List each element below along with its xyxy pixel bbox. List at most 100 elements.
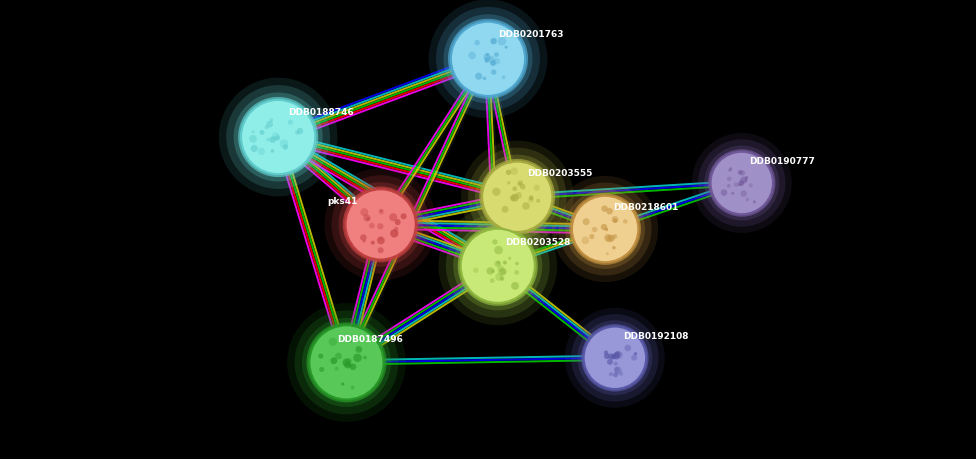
Circle shape <box>379 209 383 213</box>
Circle shape <box>746 198 750 202</box>
Circle shape <box>343 358 350 366</box>
Circle shape <box>500 269 507 275</box>
Circle shape <box>346 358 352 364</box>
Circle shape <box>379 238 383 241</box>
Circle shape <box>529 196 534 201</box>
Circle shape <box>349 364 356 370</box>
Circle shape <box>614 367 620 372</box>
Circle shape <box>266 139 270 142</box>
Circle shape <box>528 173 532 178</box>
Circle shape <box>510 168 518 176</box>
Circle shape <box>324 169 437 281</box>
Circle shape <box>378 248 384 254</box>
Circle shape <box>752 201 755 204</box>
Circle shape <box>270 150 274 153</box>
Circle shape <box>319 367 324 372</box>
Circle shape <box>360 209 368 217</box>
Circle shape <box>297 129 304 135</box>
Circle shape <box>335 353 342 360</box>
Circle shape <box>249 136 257 143</box>
Circle shape <box>746 177 749 179</box>
Circle shape <box>572 196 638 263</box>
Circle shape <box>448 20 528 100</box>
Circle shape <box>269 137 276 144</box>
Text: DDB0190777: DDB0190777 <box>750 156 815 165</box>
Circle shape <box>468 148 566 246</box>
Circle shape <box>389 213 397 222</box>
Circle shape <box>498 266 504 272</box>
Circle shape <box>741 191 747 197</box>
Circle shape <box>517 182 522 187</box>
Circle shape <box>698 140 786 227</box>
Circle shape <box>458 226 538 306</box>
Circle shape <box>610 354 616 360</box>
Circle shape <box>490 279 495 283</box>
Circle shape <box>590 235 594 240</box>
Circle shape <box>369 223 375 229</box>
Text: DDB0201763: DDB0201763 <box>498 30 563 39</box>
Circle shape <box>740 177 748 184</box>
Circle shape <box>614 351 621 358</box>
Circle shape <box>727 185 731 189</box>
Circle shape <box>348 339 352 343</box>
Circle shape <box>511 282 519 290</box>
Circle shape <box>288 120 293 126</box>
Circle shape <box>705 146 779 221</box>
Circle shape <box>258 148 265 156</box>
Circle shape <box>260 131 264 135</box>
Circle shape <box>280 140 288 149</box>
Circle shape <box>318 354 323 359</box>
Circle shape <box>371 241 375 245</box>
Circle shape <box>241 101 315 175</box>
Circle shape <box>520 185 525 190</box>
Circle shape <box>390 230 398 238</box>
Circle shape <box>474 41 480 46</box>
Circle shape <box>505 47 508 50</box>
Circle shape <box>515 262 519 266</box>
Circle shape <box>604 354 609 359</box>
Circle shape <box>502 76 506 80</box>
Circle shape <box>518 181 523 186</box>
Text: DDB0203555: DDB0203555 <box>527 169 592 178</box>
Circle shape <box>446 214 549 318</box>
Circle shape <box>565 190 645 269</box>
Circle shape <box>266 122 273 128</box>
Circle shape <box>360 235 367 241</box>
Circle shape <box>349 364 353 368</box>
Circle shape <box>233 93 323 182</box>
Circle shape <box>728 169 731 173</box>
Circle shape <box>744 179 748 183</box>
Circle shape <box>731 192 734 196</box>
Circle shape <box>514 270 519 275</box>
Circle shape <box>468 53 476 60</box>
Circle shape <box>482 162 552 232</box>
Circle shape <box>510 194 519 202</box>
Text: DDB0188746: DDB0188746 <box>288 108 353 117</box>
Circle shape <box>363 356 367 359</box>
Circle shape <box>269 119 273 123</box>
Circle shape <box>339 183 423 267</box>
Circle shape <box>612 217 619 224</box>
Circle shape <box>350 386 354 390</box>
Circle shape <box>486 54 489 57</box>
Circle shape <box>438 207 557 325</box>
Circle shape <box>582 237 590 245</box>
Circle shape <box>287 303 406 422</box>
Circle shape <box>494 246 503 255</box>
Circle shape <box>453 222 543 311</box>
Circle shape <box>615 351 623 358</box>
Circle shape <box>483 78 486 81</box>
Circle shape <box>251 146 258 153</box>
Circle shape <box>335 367 339 371</box>
Circle shape <box>309 325 384 400</box>
Text: DDB0187496: DDB0187496 <box>337 334 402 343</box>
Circle shape <box>625 345 631 352</box>
Circle shape <box>343 187 419 263</box>
Circle shape <box>613 219 618 224</box>
Circle shape <box>436 8 540 112</box>
Circle shape <box>601 206 608 213</box>
Circle shape <box>219 78 338 197</box>
Circle shape <box>252 131 255 134</box>
Circle shape <box>400 214 407 220</box>
Circle shape <box>295 311 398 414</box>
